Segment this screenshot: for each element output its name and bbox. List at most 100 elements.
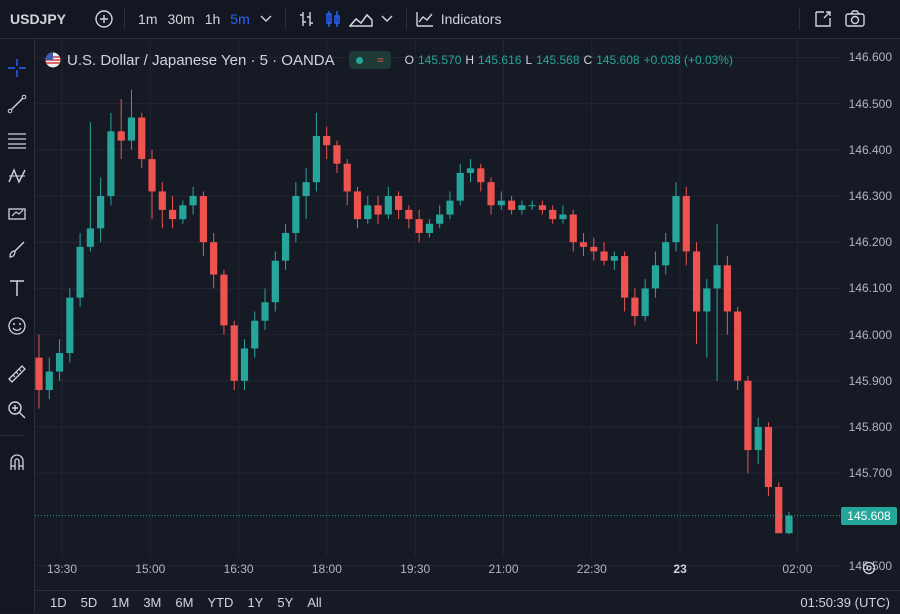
indicators-button[interactable]: Indicators [415, 0, 510, 38]
projection-icon [8, 208, 26, 220]
candle-body [405, 209, 413, 220]
price-axis[interactable]: 146.600 146.500 146.400 146.300 146.200 146.1… [840, 39, 900, 584]
time-tick-label: 02:00 [782, 562, 813, 576]
approx-icon: ≈ [376, 53, 384, 67]
candle-body [590, 246, 598, 252]
open-value: 145.570 [417, 53, 462, 67]
candle [579, 232, 588, 257]
candles [35, 89, 793, 535]
interval-30m-button[interactable]: 30m [162, 0, 199, 38]
area-style-button[interactable] [346, 0, 376, 38]
price-tick-label: 146.100 [848, 281, 892, 296]
candle [764, 422, 773, 497]
add-symbol-button[interactable] [92, 0, 116, 38]
brush-tool[interactable] [0, 235, 34, 265]
range-5d[interactable]: 5D [80, 595, 98, 610]
candle [477, 163, 485, 192]
candle [600, 242, 608, 266]
fib-tool[interactable] [0, 125, 34, 155]
candle-body [189, 196, 197, 206]
range-1y[interactable]: 1Y [247, 595, 264, 610]
candle-body [754, 426, 762, 451]
candle [446, 191, 454, 220]
symbol-search[interactable]: USDJPY [0, 0, 66, 38]
interval-dropdown-button[interactable] [255, 0, 277, 38]
candle [672, 182, 680, 252]
candle [353, 186, 362, 229]
range-1m[interactable]: 1M [111, 595, 130, 610]
open-label: O [404, 53, 414, 67]
candlestick-chart[interactable] [35, 39, 840, 584]
emoji-tool[interactable] [0, 311, 34, 341]
chart-legend[interactable]: U.S. Dollar / Japanese Yen · 5 · OANDA ≈… [45, 49, 733, 71]
chart-style-dropdown-button[interactable] [376, 0, 398, 38]
candle [641, 279, 649, 321]
toolbar-divider [284, 8, 286, 30]
time-tick-label: 16:30 [223, 562, 254, 576]
low-label: L [525, 53, 533, 67]
candle-body [302, 182, 310, 197]
range-5y[interactable]: 5Y [277, 595, 294, 610]
candle-body [158, 191, 166, 210]
candle-body [220, 274, 228, 326]
interval-1m-button[interactable]: 1m [133, 0, 162, 38]
candle-body [744, 380, 752, 451]
magnet-icon [10, 454, 24, 470]
price-tick-label: 146.000 [848, 327, 892, 342]
ohlc-values: O 145.570 H 145.616 L 145.568 C 145.608 +0.0… [405, 53, 733, 67]
candle-body [394, 196, 403, 210]
range-6m[interactable]: 6M [175, 595, 194, 610]
interval-5m-button[interactable]: 5m [225, 0, 254, 38]
zoom-tool[interactable] [0, 395, 34, 425]
ruler-tool[interactable] [0, 359, 34, 389]
candle [651, 251, 660, 298]
camera-icon [845, 10, 866, 27]
text-tool[interactable] [0, 273, 34, 303]
bar-style-button[interactable] [294, 0, 320, 38]
candle-body [713, 265, 721, 289]
fullscreen-button[interactable] [808, 0, 838, 38]
interval-1h-button[interactable]: 1h [200, 0, 226, 38]
utc-clock[interactable]: 01:50:39 (UTC) [800, 595, 890, 610]
chart-pane[interactable] [35, 39, 840, 584]
candle-body [692, 251, 701, 312]
candle [744, 376, 752, 474]
candle [323, 126, 331, 160]
candle-body [66, 297, 74, 354]
candle [158, 182, 166, 229]
candle [394, 191, 403, 220]
interval-label: 5m [230, 11, 250, 27]
zoom-icon [8, 401, 26, 419]
candle-body [538, 205, 547, 210]
range-all[interactable]: All [307, 595, 322, 610]
candle-body [682, 196, 690, 252]
screenshot-button[interactable] [838, 0, 872, 38]
time-axis[interactable]: 13:30 15:00 16:30 18:00 19:30 21:00 22:30 23 02:… [35, 556, 840, 584]
chevron-down-icon [381, 15, 393, 22]
toolbar-divider [799, 8, 801, 30]
candle-style-button[interactable] [320, 0, 346, 38]
projection-tool[interactable] [0, 199, 34, 229]
magnet-tool[interactable] [0, 447, 34, 477]
candle [66, 288, 74, 363]
price-tick-label: 146.200 [848, 235, 892, 250]
fullscreen-icon [815, 11, 832, 27]
time-tick-label: 21:00 [488, 562, 519, 576]
candle-body [610, 256, 618, 261]
pattern-tool[interactable] [0, 161, 34, 191]
candle [261, 288, 269, 330]
change-value: +0.038 (+0.03%) [643, 53, 733, 67]
trendline-tool[interactable] [0, 89, 34, 119]
candle-body [199, 196, 207, 243]
range-ytd[interactable]: YTD [207, 595, 234, 610]
price-tick-label: 145.900 [848, 373, 892, 388]
candle-body [425, 223, 434, 233]
range-3m[interactable]: 3M [143, 595, 162, 610]
range-1d[interactable]: 1D [50, 595, 67, 610]
candle-body [148, 159, 156, 192]
settings-button[interactable] [861, 560, 881, 580]
candle-body [353, 191, 362, 220]
market-status-badge[interactable]: ≈ [348, 51, 391, 69]
crosshair-tool[interactable] [0, 53, 34, 83]
candle-body [210, 242, 218, 275]
